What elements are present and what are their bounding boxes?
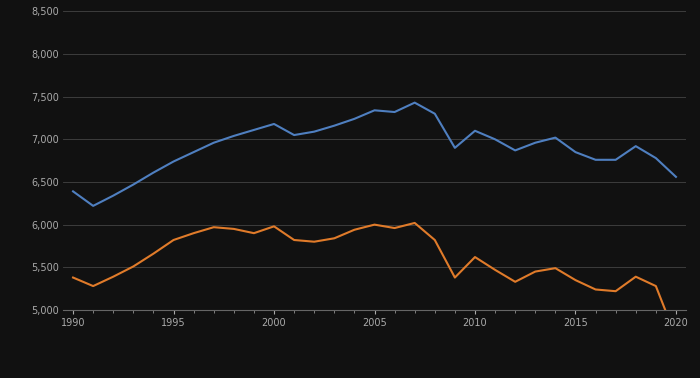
Line: Net Emissions (= Total Emissions - Carbon Sink): Net Emissions (= Total Emissions - Carbo… [73, 223, 676, 337]
Total Emissions [652, 156, 660, 160]
Net Emissions (= Total Emissions - Carbon Sink) [531, 269, 540, 274]
Total Emissions [69, 189, 77, 194]
Total Emissions [531, 141, 540, 145]
Net Emissions (= Total Emissions - Carbon Sink) [410, 221, 419, 225]
Total Emissions [270, 122, 278, 126]
Total Emissions [330, 123, 339, 128]
Net Emissions (= Total Emissions - Carbon Sink) [270, 224, 278, 229]
Net Emissions (= Total Emissions - Carbon Sink) [491, 268, 499, 272]
Net Emissions (= Total Emissions - Carbon Sink) [169, 238, 178, 242]
Net Emissions (= Total Emissions - Carbon Sink) [149, 251, 158, 256]
Total Emissions [149, 170, 158, 175]
Net Emissions (= Total Emissions - Carbon Sink) [631, 274, 640, 279]
Net Emissions (= Total Emissions - Carbon Sink) [652, 284, 660, 288]
Net Emissions (= Total Emissions - Carbon Sink) [209, 225, 218, 229]
Total Emissions [290, 133, 298, 137]
Line: Total Emissions: Total Emissions [73, 103, 676, 206]
Total Emissions [672, 175, 680, 179]
Total Emissions [230, 134, 238, 138]
Total Emissions [391, 110, 399, 114]
Net Emissions (= Total Emissions - Carbon Sink) [612, 289, 620, 293]
Net Emissions (= Total Emissions - Carbon Sink) [330, 236, 339, 240]
Total Emissions [471, 129, 480, 133]
Total Emissions [410, 101, 419, 105]
Net Emissions (= Total Emissions - Carbon Sink) [551, 266, 559, 270]
Net Emissions (= Total Emissions - Carbon Sink) [230, 227, 238, 231]
Net Emissions (= Total Emissions - Carbon Sink) [571, 278, 580, 282]
Legend: Total Emissions, Net Emissions (= Total Emissions - Carbon Sink): Total Emissions, Net Emissions (= Total … [177, 377, 572, 378]
Net Emissions (= Total Emissions - Carbon Sink) [129, 264, 137, 269]
Total Emissions [592, 158, 600, 162]
Total Emissions [571, 150, 580, 154]
Net Emissions (= Total Emissions - Carbon Sink) [89, 284, 97, 288]
Net Emissions (= Total Emissions - Carbon Sink) [250, 231, 258, 235]
Net Emissions (= Total Emissions - Carbon Sink) [471, 255, 480, 259]
Total Emissions [631, 144, 640, 149]
Total Emissions [350, 116, 358, 121]
Total Emissions [250, 128, 258, 132]
Net Emissions (= Total Emissions - Carbon Sink) [430, 238, 439, 242]
Total Emissions [511, 148, 519, 153]
Total Emissions [129, 182, 137, 187]
Net Emissions (= Total Emissions - Carbon Sink) [511, 280, 519, 284]
Net Emissions (= Total Emissions - Carbon Sink) [672, 335, 680, 339]
Total Emissions [451, 146, 459, 150]
Total Emissions [491, 137, 499, 142]
Total Emissions [209, 141, 218, 145]
Net Emissions (= Total Emissions - Carbon Sink) [310, 239, 319, 244]
Total Emissions [310, 129, 319, 134]
Total Emissions [430, 112, 439, 116]
Net Emissions (= Total Emissions - Carbon Sink) [190, 231, 198, 235]
Total Emissions [109, 194, 118, 198]
Total Emissions [169, 159, 178, 164]
Net Emissions (= Total Emissions - Carbon Sink) [592, 287, 600, 292]
Net Emissions (= Total Emissions - Carbon Sink) [350, 228, 358, 232]
Net Emissions (= Total Emissions - Carbon Sink) [69, 275, 77, 280]
Total Emissions [370, 108, 379, 113]
Total Emissions [89, 204, 97, 208]
Total Emissions [190, 150, 198, 154]
Net Emissions (= Total Emissions - Carbon Sink) [290, 238, 298, 242]
Net Emissions (= Total Emissions - Carbon Sink) [109, 274, 118, 279]
Total Emissions [612, 158, 620, 162]
Net Emissions (= Total Emissions - Carbon Sink) [451, 275, 459, 280]
Total Emissions [551, 135, 559, 140]
Net Emissions (= Total Emissions - Carbon Sink) [391, 226, 399, 230]
Net Emissions (= Total Emissions - Carbon Sink) [370, 222, 379, 227]
